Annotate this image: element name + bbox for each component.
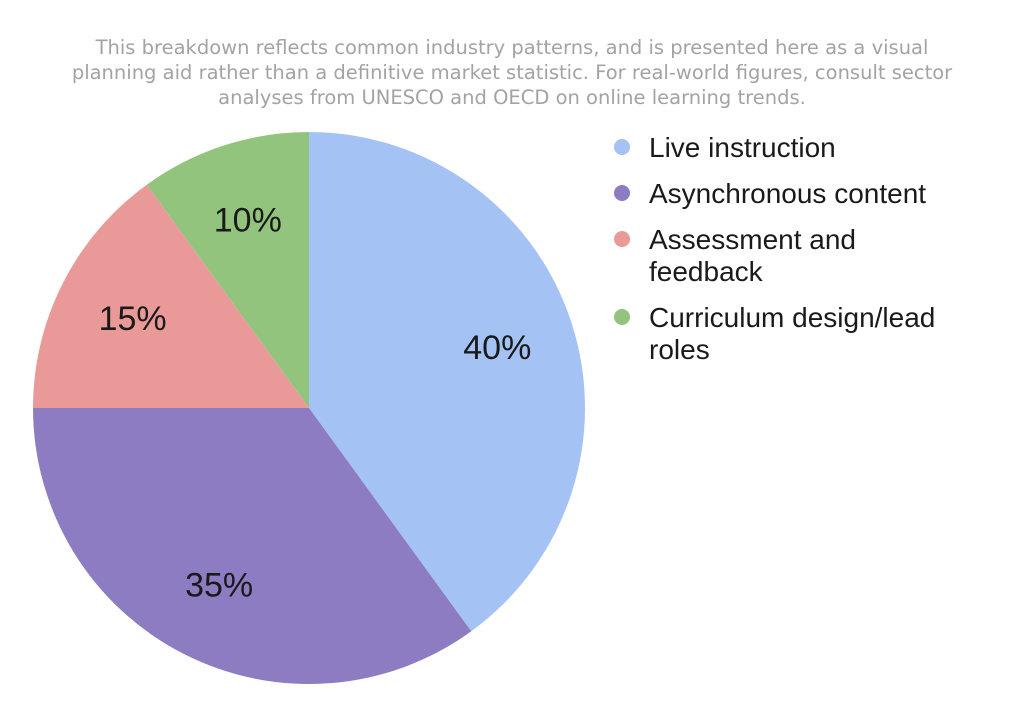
legend-item: Asynchronous content (614, 178, 926, 209)
legend-item: Live instruction (614, 132, 836, 163)
legend-marker (614, 231, 630, 247)
caption-line: analyses from UNESCO and OECD on online … (218, 86, 806, 109)
caption-line: This breakdown reflects common industry … (95, 36, 929, 59)
pie-slice (309, 132, 586, 632)
slice-data-label: 10% (214, 202, 282, 240)
pie-slice (33, 408, 472, 685)
slice-data-label: 40% (463, 329, 531, 367)
legend-label: Live instruction (649, 132, 836, 163)
slice-data-label: 35% (185, 566, 253, 604)
legend-label: Asynchronous content (649, 178, 926, 209)
legend-label: Assessment and (649, 224, 856, 255)
pie-slice (146, 132, 309, 408)
legend: Live instruction Asynchronous content Asse… (614, 132, 935, 365)
slice-data-label: 15% (99, 300, 167, 338)
chart-caption: This breakdown reflects common industry … (72, 36, 953, 109)
legend-marker (614, 139, 630, 155)
legend-label: feedback (649, 256, 764, 287)
pie-slice (33, 184, 309, 408)
pie-slices (33, 132, 586, 685)
legend-marker (614, 185, 630, 201)
slice-labels: 40% 35% 15% 10% (99, 202, 532, 605)
legend-marker (614, 309, 630, 325)
legend-label: Curriculum design/lead (649, 302, 935, 333)
legend-label: roles (649, 334, 710, 365)
caption-line: planning aid rather than a definitive ma… (72, 61, 953, 84)
